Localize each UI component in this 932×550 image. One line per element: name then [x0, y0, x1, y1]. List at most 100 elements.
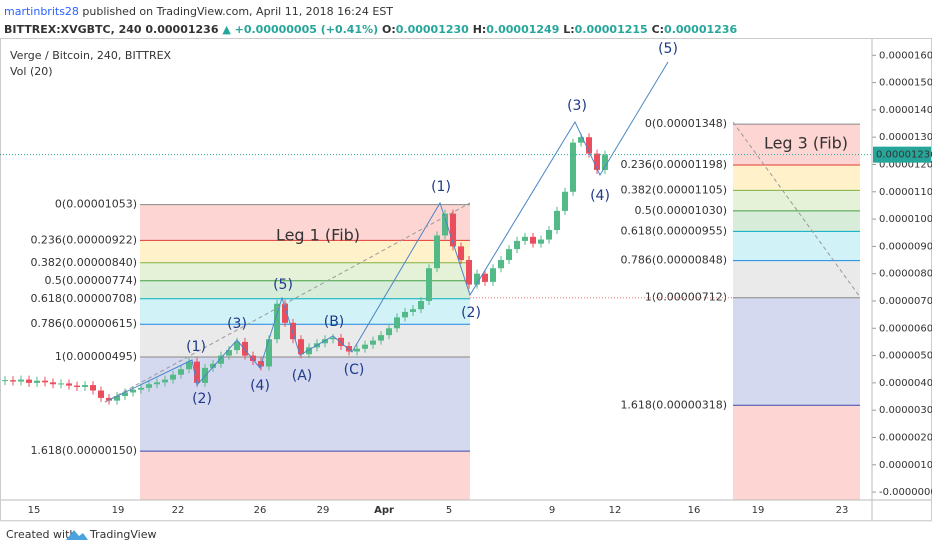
fib-band: [733, 124, 860, 166]
x-tick-label: 12: [609, 505, 622, 516]
candle: [274, 303, 280, 340]
symbol: BITTREX:XVGBTC, 240: [4, 23, 142, 36]
wave-label: (2): [461, 305, 481, 321]
h-label: H:: [473, 23, 487, 36]
candle: [530, 236, 536, 244]
fib-label: 0.786(0.00000848): [620, 254, 727, 267]
candle: [594, 153, 600, 170]
wave-label: (1): [431, 179, 451, 195]
candle: [154, 382, 160, 385]
candle: [106, 397, 112, 401]
candle: [42, 380, 48, 383]
candle: [562, 191, 568, 211]
tradingview-logo: [66, 530, 88, 540]
change: ▲ +0.00000005 (+0.41%): [222, 23, 378, 36]
fib-label: 0.382(0.00000840): [30, 256, 137, 269]
wave-label: (2): [192, 391, 212, 407]
candle: [114, 395, 120, 401]
candle: [450, 213, 456, 247]
candle: [466, 260, 472, 285]
wave-label: (A): [292, 368, 313, 384]
candle: [474, 273, 480, 285]
candle: [498, 260, 504, 269]
footer-brand[interactable]: TradingView: [89, 528, 156, 541]
candle: [226, 350, 232, 356]
fib-band: [140, 240, 470, 263]
last: 0.00001236: [145, 23, 218, 36]
x-tick-label: 19: [112, 505, 125, 516]
candle: [250, 355, 256, 362]
candle: [82, 385, 88, 387]
candle: [138, 387, 144, 390]
x-tick-label: 23: [836, 505, 849, 516]
fib-label: 1.618(0.00000318): [620, 398, 727, 411]
wave-label: (C): [344, 362, 365, 378]
candle: [194, 361, 200, 383]
candle: [322, 339, 328, 344]
fib-label: 0.786(0.00000615): [30, 317, 137, 330]
candle: [386, 328, 392, 336]
l-label: L:: [563, 23, 574, 36]
published: published on TradingView.com, April 11, …: [82, 5, 393, 18]
candle: [34, 380, 40, 383]
last-price-label: 0.00001236: [876, 150, 932, 161]
fib-label: 0.618(0.00000955): [620, 224, 727, 237]
candle: [98, 390, 104, 398]
candle: [418, 300, 424, 310]
low: 0.00001215: [575, 23, 648, 36]
candle: [66, 383, 72, 386]
candle: [570, 142, 576, 192]
candle: [242, 341, 248, 356]
candle: [298, 339, 304, 355]
x-tick-label: 9: [549, 505, 555, 516]
wave-label: (4): [590, 188, 610, 204]
candle: [170, 374, 176, 380]
candle: [506, 249, 512, 261]
wave-label: (4): [250, 378, 270, 394]
candle: [426, 268, 432, 301]
candle: [146, 384, 152, 388]
fib-label: 1(0.00000712): [645, 291, 727, 304]
fib-label: 0.5(0.00000774): [44, 274, 137, 287]
fib-band: [140, 262, 470, 281]
fib-label: 0.236(0.00001198): [620, 158, 727, 171]
candle: [162, 379, 168, 383]
candle: [490, 268, 496, 282]
legend-title: Verge / Bitcoin, 240, BITTREX: [10, 49, 172, 62]
candle: [306, 347, 312, 355]
author[interactable]: martinbrits28: [4, 5, 79, 18]
candle: [74, 385, 80, 387]
candle: [378, 335, 384, 341]
candle: [130, 389, 136, 393]
candle: [394, 317, 400, 329]
fib-band: [733, 260, 860, 298]
fib-band: [140, 204, 470, 241]
wave-label: (3): [567, 98, 587, 114]
candle: [538, 239, 544, 244]
candle: [18, 379, 24, 382]
candle: [402, 311, 408, 318]
candle: [442, 213, 448, 236]
header-line-1: martinbrits28 published on TradingView.c…: [4, 5, 393, 18]
candle: [210, 363, 216, 368]
header-line-2: BITTREX:XVGBTC, 240 0.00001236 ▲ +0.0000…: [4, 23, 737, 36]
candle: [2, 380, 8, 382]
fib-band: [140, 324, 470, 357]
candle: [554, 210, 560, 231]
candle: [586, 137, 592, 154]
candle: [434, 235, 440, 269]
o-label: O:: [382, 23, 396, 36]
candle: [514, 240, 520, 250]
wave-label: (1): [186, 339, 206, 355]
x-tick-label: 5: [446, 505, 452, 516]
legend-volume: Vol (20): [10, 65, 53, 78]
x-tick-label: Apr: [374, 505, 394, 516]
